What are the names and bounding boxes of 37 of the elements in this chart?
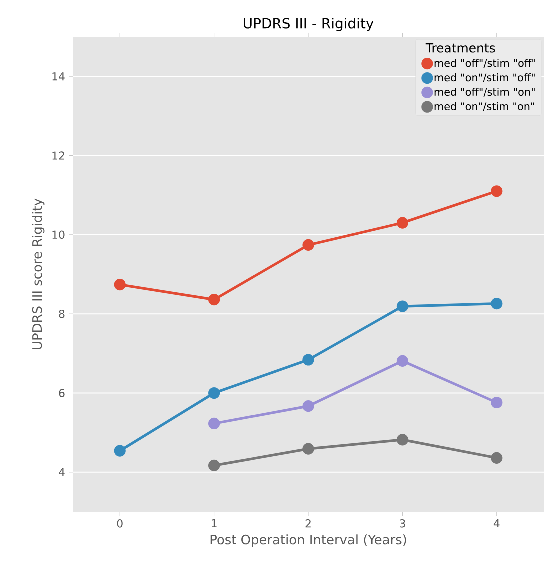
y-tick-label: 14 [52, 72, 65, 81]
point [302, 400, 314, 412]
legend-label: med "off"/stim "on" [434, 88, 535, 97]
x-tick-label: 3 [400, 520, 406, 528]
point [302, 239, 314, 251]
point [491, 298, 503, 310]
legend-label: med "off"/stim "off" [434, 59, 536, 68]
point [208, 460, 220, 472]
chart-title: UPDRS III - Rigidity [244, 18, 374, 32]
point [396, 355, 408, 367]
point [396, 217, 408, 229]
legend-label: med "on"/stim "on" [434, 102, 534, 112]
point [208, 294, 220, 306]
point [491, 452, 503, 464]
y-tick-label: 8 [59, 310, 65, 318]
point [396, 300, 408, 312]
y-axis-title: UPDRS III score Rigidity [32, 198, 45, 350]
y-tick-label: 6 [59, 389, 65, 398]
point [114, 445, 126, 457]
y-tick-label: 10 [52, 230, 65, 240]
x-tick-label: 1 [212, 520, 217, 528]
point [491, 186, 503, 198]
point [302, 443, 314, 455]
point [208, 387, 220, 400]
point [302, 354, 314, 366]
x-axis-title: Post Operation Interval (Years) [210, 534, 406, 548]
x-tick-label: 4 [494, 520, 500, 528]
point [208, 418, 220, 430]
y-tick-label: 4 [59, 468, 65, 476]
point [114, 278, 126, 291]
x-tick-label: 0 [117, 520, 123, 528]
legend-label: med "on"/stim "off" [434, 74, 535, 82]
point [396, 434, 408, 446]
legend-title: Treatments [426, 44, 496, 53]
x-tick-label: 2 [306, 520, 311, 528]
point [491, 396, 503, 409]
y-tick-label: 12 [52, 152, 64, 160]
